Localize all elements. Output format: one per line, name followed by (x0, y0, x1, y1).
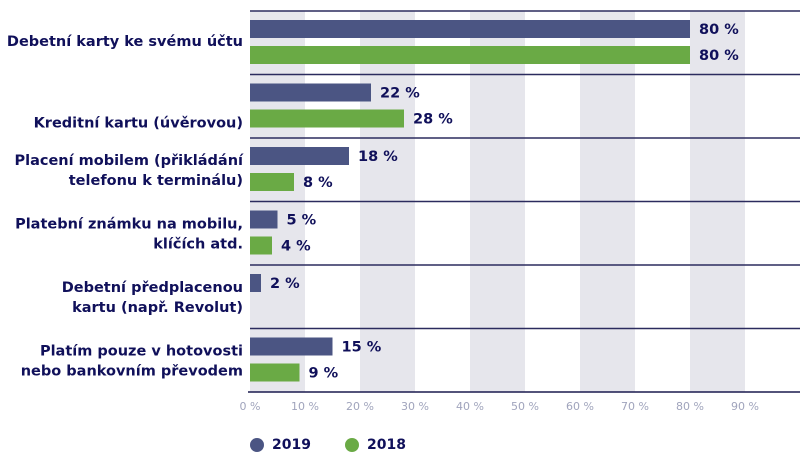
bar-2018 (250, 46, 690, 64)
legend-label: 2019 (272, 437, 311, 453)
bar-2019 (250, 274, 261, 292)
bar-2018 (250, 109, 404, 128)
legend-dot-2018 (345, 438, 359, 452)
category-label: Kreditní kartu (úvěrovou) (34, 116, 243, 132)
data-label: 5 % (287, 213, 317, 229)
category-label: Debetní předplacenou (62, 280, 243, 296)
data-label: 9 % (309, 366, 339, 382)
category-label: klíčích atd. (153, 237, 243, 253)
x-tick-label: 70 % (621, 400, 649, 413)
legend-2019: 2019 (250, 437, 311, 453)
bar-2019 (250, 337, 333, 356)
x-tick-label: 20 % (346, 400, 374, 413)
legend-dot-2019 (250, 438, 264, 452)
category-label: Placení mobilem (přikládání (14, 153, 244, 169)
data-label: 22 % (380, 86, 420, 102)
category-label: kartu (např. Revolut) (72, 300, 243, 316)
x-tick-label: 60 % (566, 400, 594, 413)
data-label: 4 % (281, 239, 311, 255)
x-tick-label: 50 % (511, 400, 539, 413)
bar-2018 (250, 173, 294, 191)
x-tick-label: 10 % (291, 400, 319, 413)
x-tick-label: 0 % (240, 400, 261, 413)
data-label: 28 % (413, 112, 453, 128)
bar-2019 (250, 147, 349, 165)
bar-2019 (250, 20, 690, 38)
data-label: 8 % (303, 175, 333, 191)
x-tick-label: 30 % (401, 400, 429, 413)
bar-2019 (250, 83, 371, 102)
data-label: 15 % (342, 340, 382, 356)
legend-2018: 2018 (345, 437, 406, 453)
bar-2019 (250, 210, 278, 229)
legend-label: 2018 (367, 437, 406, 453)
bar-2018 (250, 236, 272, 255)
data-label: 80 % (699, 48, 739, 64)
data-label: 80 % (699, 22, 739, 38)
category-label: telefonu k terminálu) (69, 173, 243, 189)
category-label: nebo bankovním převodem (21, 364, 243, 380)
category-label: Platební známku na mobilu, (15, 217, 243, 233)
bar-2018 (250, 363, 300, 382)
data-label: 18 % (358, 149, 398, 165)
x-tick-label: 80 % (676, 400, 704, 413)
category-label: Platím pouze v hotovosti (40, 344, 243, 360)
x-tick-label: 40 % (456, 400, 484, 413)
data-label: 2 % (270, 276, 300, 292)
x-tick-label: 90 % (731, 400, 759, 413)
category-label: Debetní karty ke svému účtu (7, 34, 243, 50)
